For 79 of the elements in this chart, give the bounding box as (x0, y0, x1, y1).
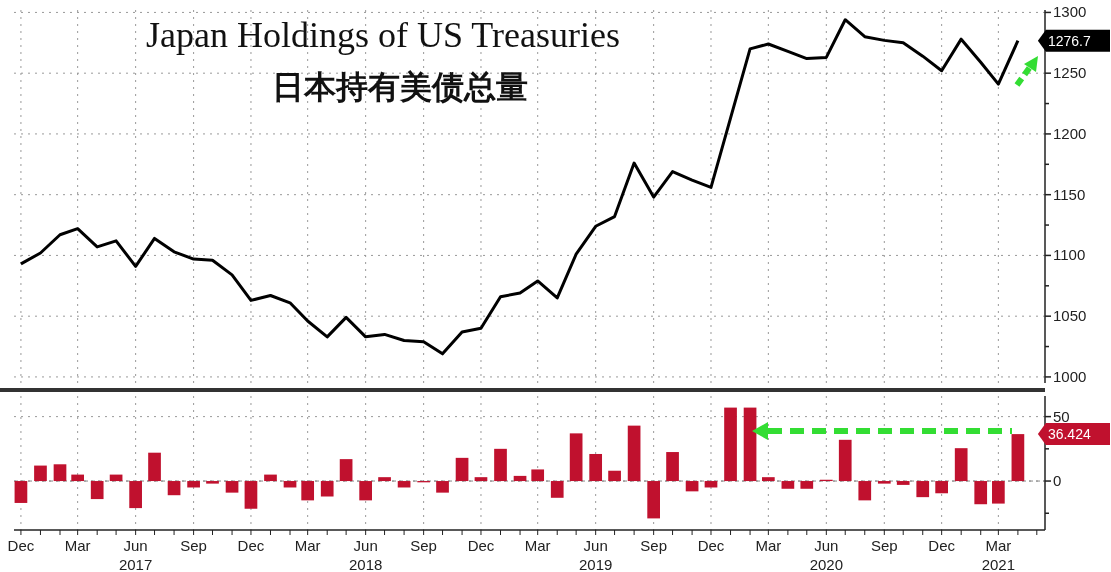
bar (608, 470, 621, 482)
bar (935, 481, 948, 494)
x-tick-label: Mar (64, 537, 91, 554)
bar (589, 453, 603, 482)
annotation: 36.424 (1047, 426, 1091, 443)
bar (436, 481, 449, 493)
bar (896, 481, 910, 485)
x-tick-label: Mar 2021 (981, 537, 1016, 572)
bar (858, 481, 872, 501)
bar (320, 481, 334, 497)
bar (1011, 434, 1025, 482)
x-tick-label: Jun 2020 (809, 537, 844, 572)
bar (359, 481, 372, 501)
text: 日本持有美债总量 (272, 68, 528, 106)
bar (781, 481, 795, 489)
x-tick-label: Dec (237, 537, 265, 554)
x-tick-label: Sep (180, 537, 207, 554)
bar (974, 481, 988, 505)
bar (838, 439, 852, 482)
bar (455, 457, 469, 482)
bar (206, 481, 219, 484)
y-tick-label: 1050 (1053, 307, 1087, 325)
bar (992, 481, 1005, 504)
bar (474, 477, 488, 482)
line-series (19, 18, 1020, 356)
bar (762, 477, 775, 482)
x-tick-label: Jun 2018 (348, 537, 383, 572)
x-tick-label: Dec (467, 537, 495, 554)
x-tick-label: Mar (755, 537, 782, 554)
bar (627, 425, 641, 482)
y-tick-label: 0 (1053, 472, 1062, 490)
bar (724, 407, 737, 482)
bar (378, 477, 391, 482)
y-tick-label: 1300 (1053, 3, 1087, 21)
bar (877, 481, 891, 484)
annotation: 1276.7 (1047, 32, 1091, 49)
x-tick-label: Sep (640, 537, 667, 554)
bar (954, 448, 968, 482)
bar (14, 481, 28, 503)
bar (225, 481, 239, 493)
bar (301, 481, 315, 501)
bar (666, 452, 679, 482)
x-tick-label: Sep (870, 537, 898, 554)
bar (494, 448, 507, 482)
bar (513, 475, 527, 482)
bar (800, 481, 814, 489)
bar (71, 474, 84, 482)
bar (34, 465, 47, 482)
bar (264, 474, 277, 482)
bar (129, 481, 142, 509)
y-tick-label: 1000 (1053, 367, 1087, 385)
y-tick-label: 1100 (1053, 246, 1086, 264)
bar (685, 481, 699, 492)
y-tick-label: 1250 (1053, 64, 1087, 82)
bar (550, 481, 564, 498)
x-tick-label: Jun 2017 (118, 537, 153, 572)
bar (187, 481, 200, 488)
bar (244, 481, 258, 509)
bar (531, 469, 545, 482)
bar (339, 459, 353, 482)
y-tick-label: 50 (1053, 407, 1070, 425)
bar (53, 464, 67, 482)
bar (148, 452, 161, 482)
bar (916, 481, 930, 498)
bar (167, 481, 181, 496)
bar (743, 407, 757, 482)
x-tick-label: Jun 2019 (578, 537, 613, 572)
bar (569, 433, 583, 482)
chart-title: Japan Holdings of US Treasuries (146, 15, 620, 55)
bar (647, 481, 660, 519)
x-tick-label: Sep (410, 537, 437, 554)
y-tick-label: 1150 (1053, 185, 1086, 203)
y-tick-label: 1200 (1053, 124, 1087, 142)
x-tick-label: Dec (7, 537, 35, 554)
x-tick-label: Dec (697, 537, 725, 554)
bar (90, 481, 104, 500)
x-tick-label: Mar (294, 537, 321, 554)
x-tick-label: Mar (524, 537, 551, 554)
x-tick-label: Dec (928, 537, 956, 554)
